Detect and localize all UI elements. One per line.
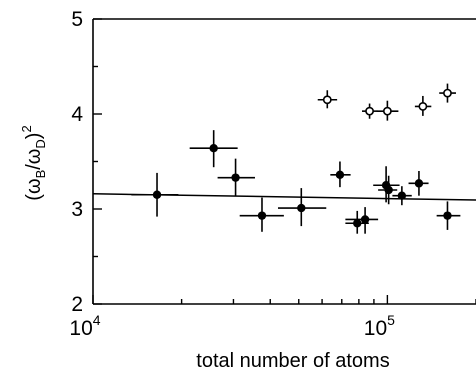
filled-marker xyxy=(297,203,306,213)
open-marker xyxy=(322,95,332,105)
x-axis-title: total number of atoms xyxy=(196,350,389,372)
y-tick-label: 3 xyxy=(71,198,83,221)
x-tick-label: 105 xyxy=(364,312,395,340)
data-point xyxy=(439,83,456,103)
x-tick-base: 10 xyxy=(364,317,387,340)
filled-marker xyxy=(209,144,218,153)
x-tick-base: 10 xyxy=(69,317,92,340)
filled-marker xyxy=(335,170,345,179)
data-point xyxy=(239,197,284,232)
data-point xyxy=(330,161,351,188)
data-point xyxy=(378,175,398,205)
y-tick-label: 5 xyxy=(71,8,83,31)
data-point xyxy=(131,172,179,217)
filled-marker xyxy=(231,173,240,182)
filled-marker xyxy=(414,179,424,188)
data-points xyxy=(131,83,461,234)
data-point xyxy=(376,100,399,121)
filled-marker xyxy=(360,215,370,224)
filled-marker xyxy=(397,191,407,200)
open-marker xyxy=(382,106,392,116)
x-tick-label: 104 xyxy=(69,312,100,340)
data-point xyxy=(345,207,379,234)
filled-marker xyxy=(353,219,362,228)
data-point xyxy=(277,188,327,227)
x-tick-exponent: 4 xyxy=(93,312,101,328)
data-point xyxy=(392,186,412,206)
data-point xyxy=(362,103,378,119)
data-point xyxy=(189,130,238,168)
y-tick-label: 2 xyxy=(71,293,83,316)
filled-marker xyxy=(152,190,162,199)
open-marker xyxy=(418,102,428,111)
data-point xyxy=(373,166,400,203)
data-point xyxy=(408,171,429,196)
data-point xyxy=(217,158,255,196)
y-tick-label: 4 xyxy=(71,103,83,126)
data-point xyxy=(414,95,432,116)
open-marker xyxy=(365,106,374,116)
filled-marker xyxy=(384,185,393,195)
filled-marker xyxy=(257,211,267,220)
open-marker xyxy=(443,88,452,98)
plot-axes xyxy=(92,18,476,305)
filled-marker xyxy=(443,211,452,220)
data-point xyxy=(436,201,461,230)
y-axis-title: (ωB/ωD)2 xyxy=(19,125,48,200)
x-tick-exponent: 5 xyxy=(387,312,395,328)
data-point xyxy=(317,90,338,109)
